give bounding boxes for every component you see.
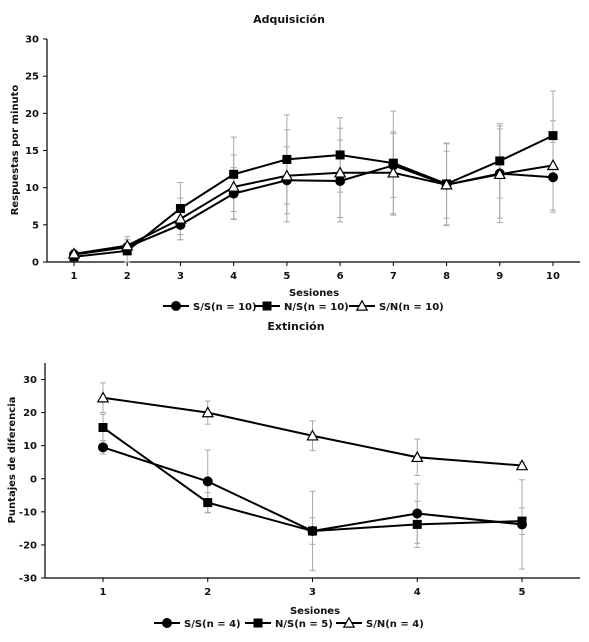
y-tick-label: -30 — [19, 574, 37, 585]
x-axis-label: Sesiones — [289, 288, 339, 299]
legend-entry: N/S(n = 10) — [284, 302, 349, 313]
data-point-circle — [412, 508, 423, 519]
y-tick-label: 30 — [23, 375, 37, 386]
data-point-square — [388, 158, 398, 168]
chart-title: Extinción — [267, 320, 324, 333]
x-tick-label: 6 — [337, 271, 344, 282]
y-axis-label: Puntajes de diferencia — [7, 397, 18, 524]
y-tick-label: 30 — [25, 35, 39, 46]
legend-entry: S/N(n = 4) — [366, 619, 424, 630]
data-point-triangle — [440, 178, 453, 190]
data-point-square — [517, 516, 527, 526]
legend-marker-circle — [162, 618, 172, 628]
legend-marker-square — [253, 618, 263, 628]
legend-marker-circle — [171, 301, 181, 311]
data-point-square — [308, 526, 317, 536]
data-point-circle — [202, 476, 213, 487]
data-point-square — [282, 154, 292, 164]
legend-entry: N/S(n = 5) — [275, 619, 333, 630]
x-axis-label: Sesiones — [290, 606, 340, 617]
data-point-triangle — [121, 239, 134, 251]
data-point-square — [175, 203, 185, 213]
chart-title: Adquisición — [253, 13, 325, 26]
data-point-triangle — [227, 180, 240, 192]
y-axis-label: Respuestas por minuto — [10, 85, 21, 216]
x-tick-label: 7 — [390, 271, 397, 282]
x-tick-label: 5 — [283, 271, 290, 282]
y-tick-label: 15 — [25, 146, 39, 157]
x-tick-label: 3 — [177, 271, 184, 282]
series-line-square — [73, 134, 554, 258]
y-tick-label: 10 — [25, 183, 39, 194]
x-tick-label: 4 — [414, 587, 421, 598]
data-point-circle — [335, 175, 346, 186]
x-tick-label: 2 — [124, 271, 131, 282]
x-tick-label: 9 — [496, 271, 503, 282]
data-point-triangle — [493, 167, 506, 180]
data-point-square — [229, 169, 239, 179]
plot-area — [96, 382, 529, 572]
y-tick-label: 0 — [30, 474, 37, 485]
plot-area — [67, 90, 560, 263]
acquisition-chart: Adquisición Respuestas por minuto Sesion… — [10, 13, 580, 313]
legend-entry: S/S(n = 4) — [184, 619, 241, 630]
y-tick-label: 25 — [25, 72, 39, 83]
legend: S/S(n = 10) N/S(n = 10) S/N(n = 10) — [163, 299, 444, 313]
data-point-triangle — [546, 158, 560, 171]
data-point-triangle — [411, 450, 424, 463]
data-point-triangle — [201, 406, 214, 418]
data-point-square — [412, 519, 422, 529]
data-point-circle — [548, 172, 558, 183]
data-point-triangle — [67, 247, 81, 259]
data-point-square — [203, 498, 213, 508]
data-point-square — [495, 156, 505, 166]
data-point-circle — [98, 442, 108, 453]
data-point-square — [98, 423, 108, 432]
legend: S/S(n = 4) N/S(n = 5) S/N(n = 4) — [154, 616, 424, 630]
data-point-triangle — [96, 391, 110, 403]
x-tick-label: 1 — [100, 587, 107, 598]
data-point-square — [548, 131, 558, 141]
y-tick-label: 10 — [23, 441, 37, 452]
legend-marker-triangle — [342, 616, 356, 628]
data-point-triangle — [306, 429, 319, 441]
data-point-triangle — [280, 169, 294, 181]
legend-entry: S/N(n = 10) — [379, 302, 444, 313]
y-tick-label: 20 — [23, 408, 37, 419]
x-tick-label: 2 — [204, 587, 211, 598]
data-point-triangle — [387, 166, 400, 178]
x-tick-label: 5 — [519, 587, 526, 598]
series-line-triangle — [73, 164, 554, 255]
y-tick-label: 20 — [25, 109, 39, 120]
data-point-square — [335, 150, 345, 160]
data-point-triangle — [333, 166, 347, 178]
axes: 0 5 10 15 20 25 30 1 2 3 4 5 6 7 8 9 10 — [25, 35, 580, 282]
x-tick-label: 8 — [443, 271, 450, 282]
x-tick-label: 4 — [230, 271, 237, 282]
legend-entry: S/S(n = 10) — [193, 302, 257, 313]
x-tick-label: 1 — [71, 271, 78, 282]
y-tick-label: 0 — [32, 258, 39, 269]
legend-marker-square — [262, 301, 272, 311]
extinction-chart: Extinción Puntajes de diferencia Sesione… — [7, 320, 580, 630]
data-point-triangle — [515, 459, 529, 471]
y-tick-label: -10 — [19, 507, 37, 518]
axes: -30 -20 -10 0 10 20 30 1 2 3 4 5 — [19, 363, 580, 598]
y-tick-label: -20 — [19, 540, 37, 551]
data-point-triangle — [174, 212, 187, 224]
y-tick-label: 5 — [32, 220, 39, 231]
x-tick-label: 10 — [546, 271, 560, 282]
legend-marker-triangle — [355, 299, 369, 311]
x-tick-label: 3 — [309, 587, 316, 598]
